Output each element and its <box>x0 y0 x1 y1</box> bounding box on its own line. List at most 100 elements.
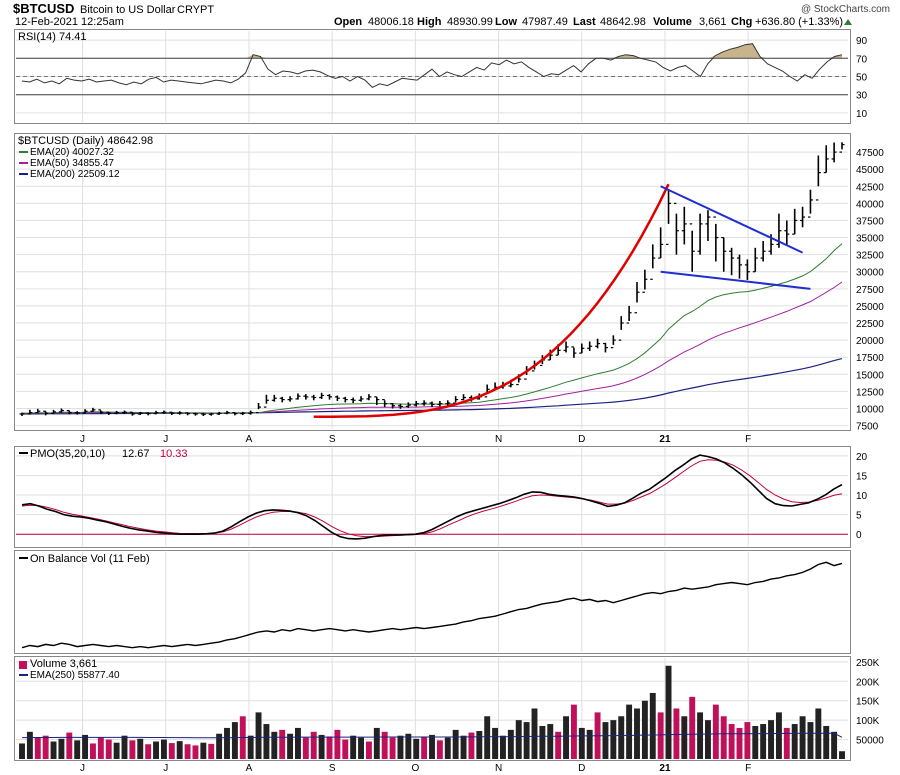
price-bar <box>571 346 577 358</box>
volume-bar <box>641 700 648 759</box>
pmo-tick-label: 5 <box>856 511 862 522</box>
volume-bar <box>365 741 372 759</box>
volume-bar <box>358 737 364 759</box>
volume-bar <box>476 731 483 759</box>
volume-bar <box>697 712 704 759</box>
volume-bar <box>626 704 633 759</box>
volume-bar <box>97 737 104 759</box>
volume-bar <box>815 708 822 759</box>
pmo-signal-value: 10.33 <box>160 448 188 460</box>
volume-bar <box>413 738 420 759</box>
pmo-line <box>21 454 843 540</box>
rsi-tick-label: 30 <box>856 91 868 102</box>
pmo-tick-label: 0 <box>856 530 862 541</box>
price-bar <box>587 341 593 352</box>
volume-label: Volume 3,661 <box>30 658 97 670</box>
price-bar <box>390 403 396 409</box>
volume-tick-label: 250K <box>856 658 880 669</box>
price-tick-label: 7500 <box>856 422 879 433</box>
price-bar <box>784 220 790 246</box>
volume-tick-label: 100K <box>856 716 880 727</box>
price-bar <box>744 259 750 280</box>
volume-bar <box>752 725 759 759</box>
price-bar <box>27 409 33 415</box>
price-tick-label: 12500 <box>856 387 884 398</box>
price-bar <box>90 407 96 412</box>
volume-bar <box>563 716 569 759</box>
price-bar <box>729 247 735 276</box>
last-label: Last <box>573 16 596 28</box>
volume-bar <box>768 720 774 759</box>
volume-bar <box>263 724 270 759</box>
price-bar <box>129 411 135 416</box>
volume-bar <box>681 716 688 759</box>
pennant-lower-line <box>660 270 811 290</box>
x-tick-label: A <box>246 434 253 445</box>
volume-bar <box>200 742 207 759</box>
volume-bar <box>649 692 656 759</box>
obv-label: On Balance Vol (11 Feb) <box>30 553 150 565</box>
price-bar <box>752 247 758 273</box>
price-bar <box>681 206 687 245</box>
volume-bar <box>444 737 451 759</box>
volume-bar <box>799 716 806 759</box>
volume-bar <box>302 737 309 759</box>
price-tick-label: 40000 <box>856 199 884 210</box>
volume-bar <box>555 731 562 759</box>
price-bar <box>58 408 64 413</box>
x-tick-label: S <box>329 763 336 774</box>
volume-bar <box>421 736 428 759</box>
volume-bar <box>334 729 341 759</box>
price-bar <box>200 412 206 417</box>
price-bar <box>287 396 293 402</box>
price-bar <box>145 412 151 416</box>
x-tick-label: J <box>163 434 168 445</box>
price-bar <box>295 393 301 400</box>
price-bar <box>35 408 41 414</box>
volume-bar <box>184 744 191 759</box>
volume-bar <box>705 720 711 759</box>
volume-bar <box>736 727 743 759</box>
volume-bar <box>839 751 845 759</box>
price-tick-label: 27500 <box>856 285 884 296</box>
price-bar <box>153 410 159 415</box>
volume-bar <box>452 729 459 759</box>
price-tick-label: 25000 <box>856 302 884 313</box>
price-tick-label: 20000 <box>856 336 884 347</box>
volume-tick-label: 200K <box>856 677 880 688</box>
price-bar <box>66 409 72 415</box>
volume-bar <box>42 735 49 759</box>
price-bar <box>382 399 388 408</box>
rsi-tick-label: 50 <box>856 73 868 84</box>
rsi-tick-label: 90 <box>856 36 868 47</box>
volume-bar <box>145 744 152 759</box>
volume-bar <box>397 735 404 759</box>
price-bar <box>642 269 648 293</box>
price-tick-label: 30000 <box>856 268 884 279</box>
volume-bar <box>381 731 388 759</box>
price-panel <box>14 133 851 431</box>
volume-bar <box>34 737 41 759</box>
volume-bar <box>586 729 593 759</box>
price-bar <box>185 412 191 416</box>
x-tick-label: J <box>163 763 168 774</box>
volume-bar <box>791 724 798 759</box>
volume-bar <box>578 727 585 759</box>
price-bar <box>697 213 703 255</box>
price-bar <box>122 410 127 414</box>
volume-bar <box>153 741 159 759</box>
price-bar <box>327 394 332 400</box>
x-tick-label: F <box>745 763 751 774</box>
volume-bar <box>224 727 230 759</box>
x-tick-label: 21 <box>659 434 671 445</box>
volume-bar <box>137 738 144 759</box>
volume-bar <box>350 735 357 759</box>
volume-bar <box>105 739 112 759</box>
pmo-label: PMO(35,20,10) <box>30 448 105 460</box>
price-bar <box>161 410 167 414</box>
x-tick-label: D <box>578 434 585 445</box>
obv-line <box>21 561 843 649</box>
volume-bar <box>176 741 183 759</box>
price-bar <box>713 216 719 262</box>
